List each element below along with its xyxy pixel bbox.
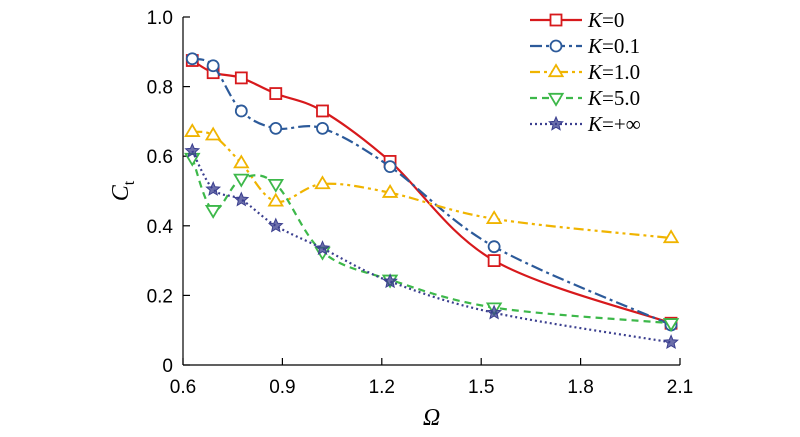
data-point-marker xyxy=(234,71,248,85)
tick-labels: 0.6 0.9 1.2 1.5 1.8 2.1 0 0.2 0.4 0.6 0.8 1.0 xyxy=(147,8,694,398)
data-point-marker xyxy=(662,229,680,244)
legend-label: K=0 xyxy=(587,8,624,32)
series-2 xyxy=(184,123,680,244)
x-tick-label: 1.5 xyxy=(468,377,494,398)
series-line xyxy=(191,150,672,344)
x-tick-label: 1.2 xyxy=(369,377,395,398)
data-point-marker xyxy=(234,104,248,118)
y-tick-label: 0.6 xyxy=(147,147,173,168)
series-1 xyxy=(185,52,678,332)
y-axis-label-main: C xyxy=(108,184,134,201)
legend-label: K=+∞ xyxy=(587,112,641,136)
legend-label-value: =+∞ xyxy=(602,112,641,136)
legend-label-value: =1.0 xyxy=(602,60,640,84)
data-point-marker xyxy=(485,210,503,224)
legend-label: K=1.0 xyxy=(587,60,640,84)
data-point-marker xyxy=(185,52,199,66)
legend-item: K=1.0 xyxy=(530,60,640,84)
legend-item: K=+∞ xyxy=(530,112,641,136)
data-point-marker xyxy=(316,104,329,118)
legend-label-value: =0.1 xyxy=(602,34,640,58)
data-point-marker xyxy=(548,115,564,131)
legend-label-variable: K xyxy=(587,112,603,136)
data-point-marker xyxy=(547,63,565,78)
x-tick-label: 1.8 xyxy=(567,377,593,398)
legend-label-variable: K xyxy=(587,8,603,32)
legend-label-variable: K xyxy=(587,60,603,84)
data-point-marker xyxy=(486,304,503,320)
x-tick-label: 0.9 xyxy=(269,377,295,398)
data-point-marker xyxy=(269,87,283,100)
legend-label: K=0.1 xyxy=(587,34,640,58)
data-point-marker xyxy=(549,13,563,27)
y-tick-label: 0 xyxy=(162,356,173,377)
data-series xyxy=(184,52,680,350)
legend-item: K=0 xyxy=(530,8,624,32)
data-point-marker xyxy=(487,240,501,254)
data-point-marker xyxy=(204,126,222,141)
axes xyxy=(182,16,681,366)
legend-label-value: =0 xyxy=(602,8,624,32)
data-point-marker xyxy=(383,160,397,174)
y-tick-label: 0.2 xyxy=(147,286,173,307)
data-point-marker xyxy=(662,318,680,333)
legend-label-value: =5.0 xyxy=(602,86,640,110)
data-point-marker xyxy=(205,181,222,196)
series-line xyxy=(192,130,672,240)
data-point-marker xyxy=(184,123,201,137)
data-point-marker xyxy=(381,183,399,198)
data-point-marker xyxy=(233,191,250,207)
y-tick-label: 1.0 xyxy=(147,8,173,29)
legend-label: K=5.0 xyxy=(587,86,640,110)
data-point-marker xyxy=(382,273,398,289)
y-axis-label: Ct xyxy=(108,180,138,201)
data-point-marker xyxy=(663,334,679,350)
data-point-marker xyxy=(233,154,250,169)
data-point-marker xyxy=(547,92,565,107)
data-point-marker xyxy=(267,217,284,233)
x-axis-label: Ω xyxy=(423,405,440,431)
series-line xyxy=(191,157,672,325)
legend-item: K=0.1 xyxy=(530,34,640,58)
x-tick-label: 0.6 xyxy=(170,377,196,398)
data-point-marker xyxy=(233,173,250,188)
data-point-marker xyxy=(316,121,329,135)
data-point-marker xyxy=(204,205,222,219)
data-point-marker xyxy=(549,39,563,53)
data-point-marker xyxy=(206,59,220,73)
legend-item: K=5.0 xyxy=(530,86,640,110)
legend-label-variable: K xyxy=(587,86,603,110)
data-point-marker xyxy=(487,254,501,268)
data-point-marker xyxy=(269,121,283,135)
x-tick-label: 2.1 xyxy=(667,377,693,398)
data-point-marker xyxy=(314,240,331,256)
data-point-marker xyxy=(267,178,285,193)
data-point-marker xyxy=(184,142,201,158)
data-point-marker xyxy=(267,192,285,207)
legend: K=0K=0.1K=1.0K=5.0K=+∞ xyxy=(530,8,641,136)
y-tick-label: 0.4 xyxy=(147,217,174,238)
series-4 xyxy=(184,142,679,350)
data-point-marker xyxy=(314,175,331,190)
y-tick-label: 0.8 xyxy=(147,78,173,99)
data-point-marker xyxy=(184,152,201,167)
legend-label-variable: K xyxy=(587,34,603,58)
y-axis-label-subscript: t xyxy=(121,180,138,185)
